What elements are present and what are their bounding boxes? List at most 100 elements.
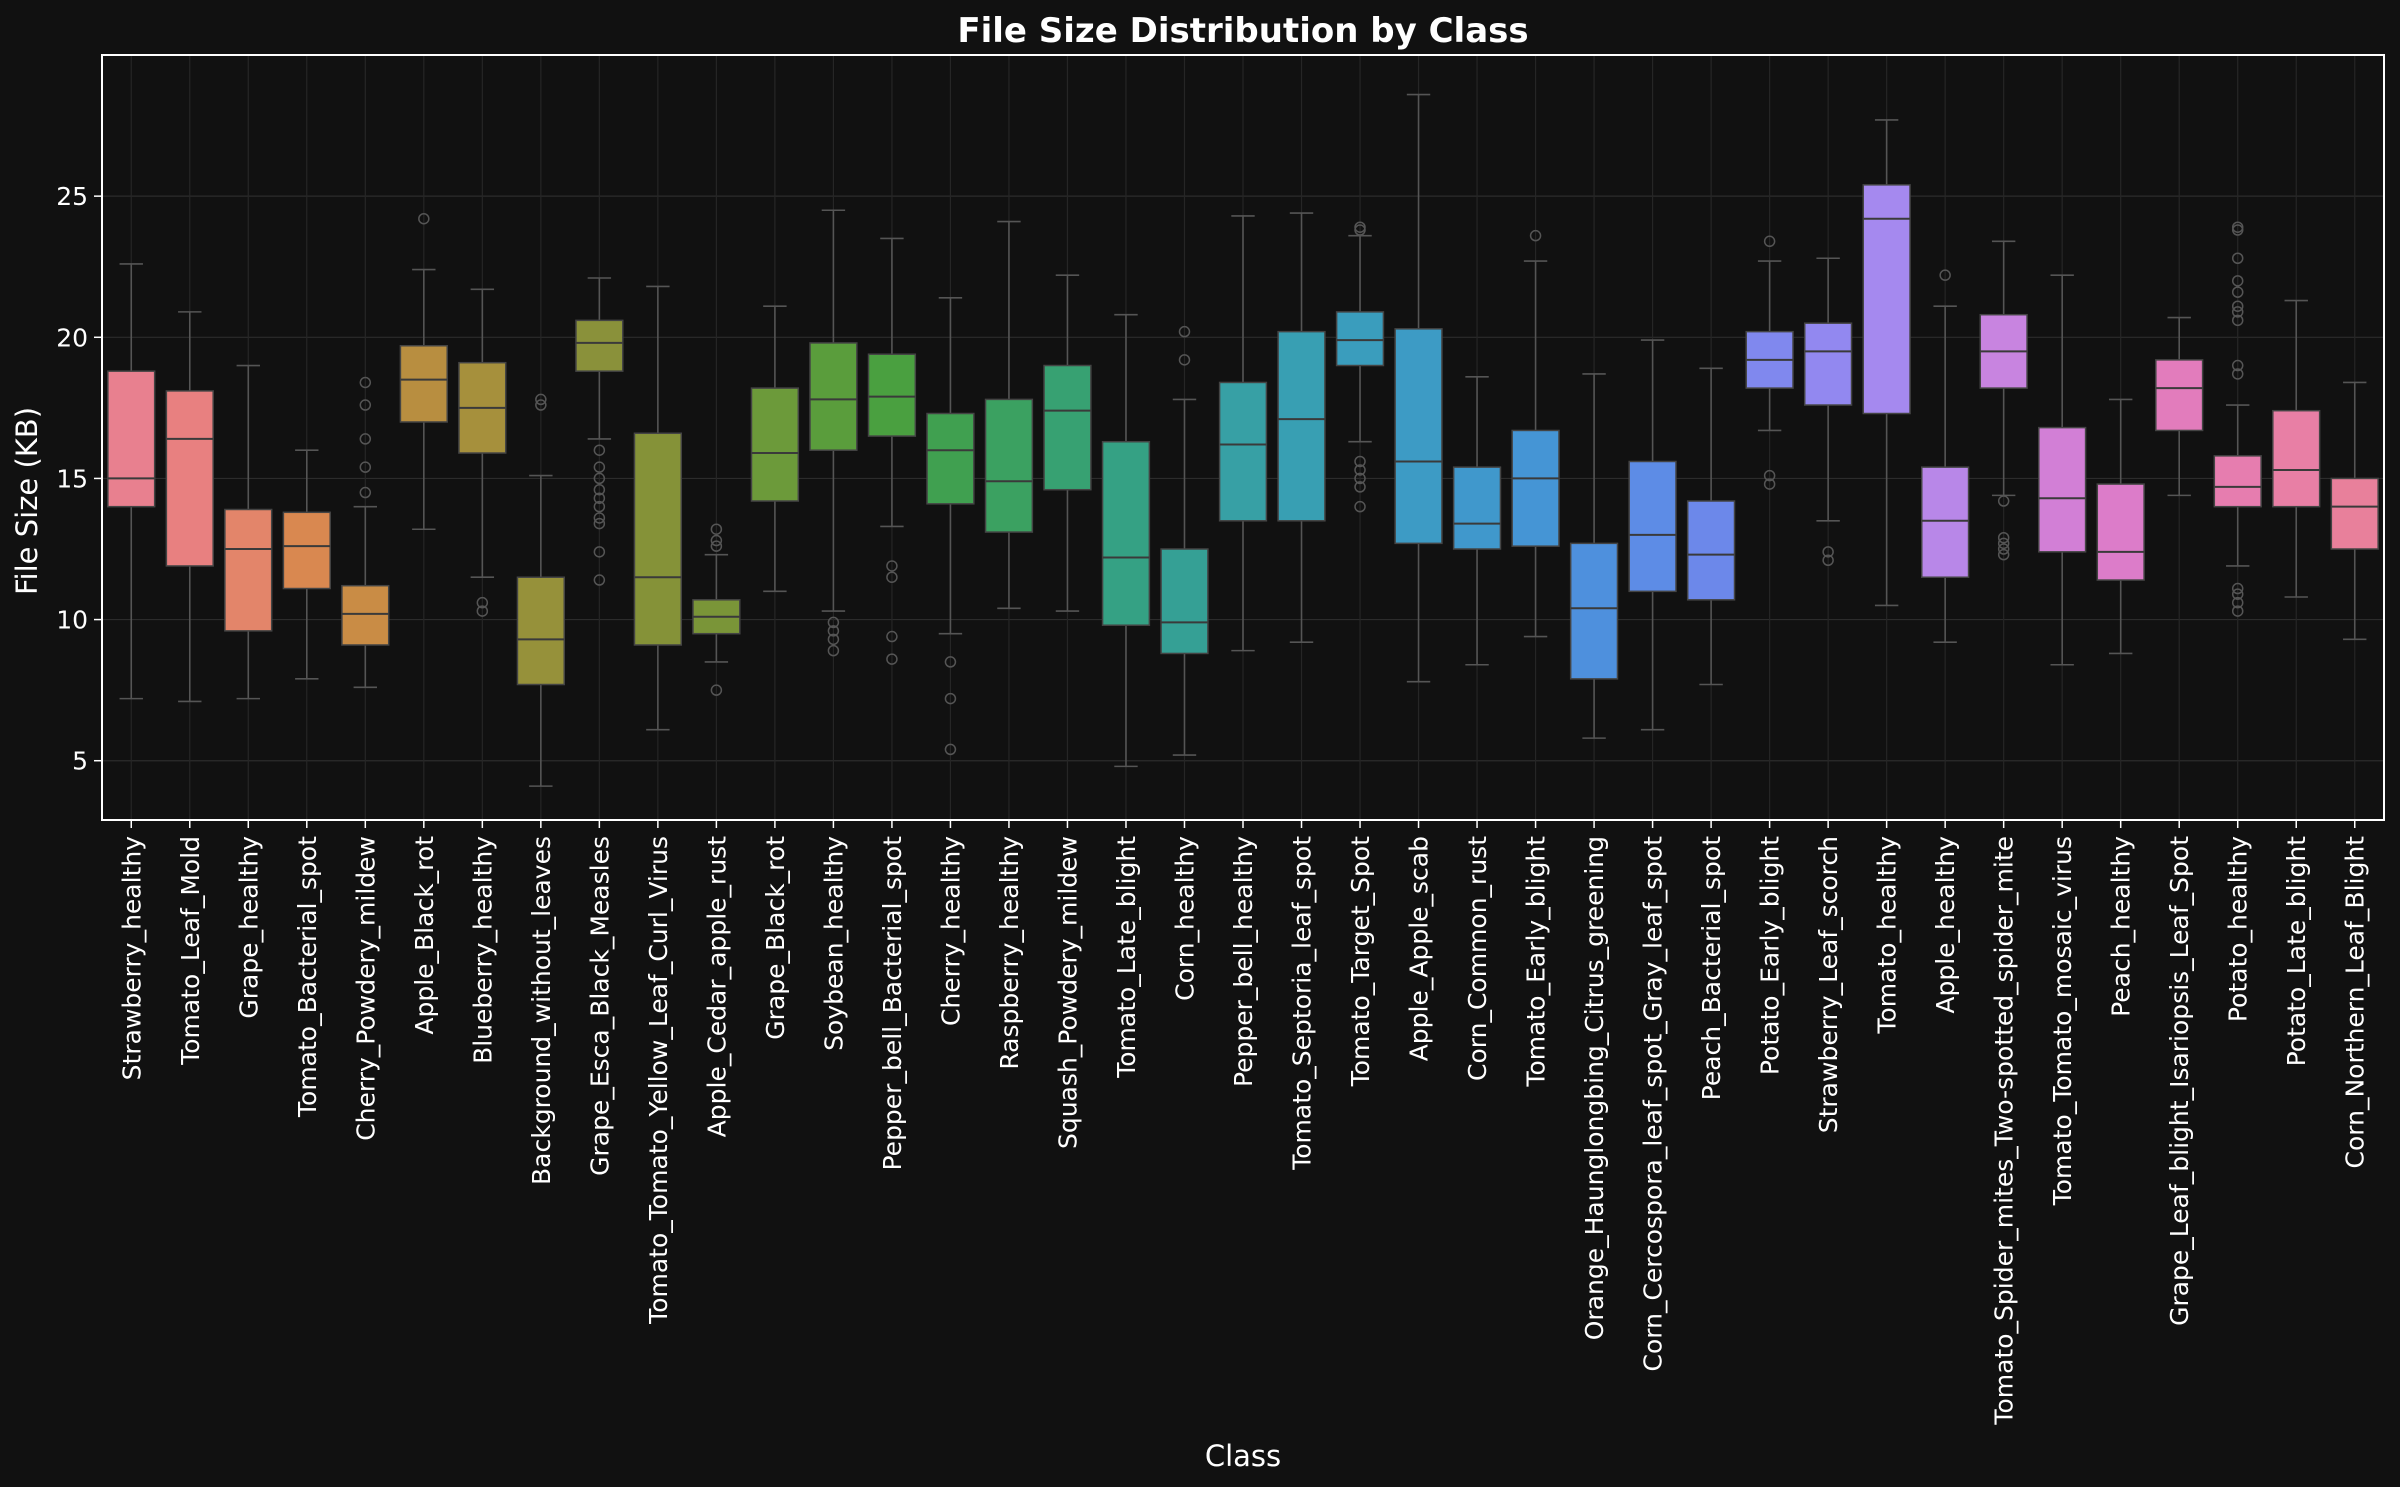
box-group-Tomato_Target_Spot	[1335, 221, 1385, 513]
box-group-Cherry_Powdery_mildew	[341, 376, 390, 689]
outlier-point	[418, 212, 430, 225]
chart-title: File Size Distribution by Class	[957, 11, 1528, 51]
box-body	[2213, 455, 2262, 508]
outlier-point	[476, 605, 489, 617]
outlier-point	[1354, 455, 1366, 468]
outlier-point	[593, 444, 606, 456]
box-body	[1686, 500, 1736, 601]
x-tick-label: Apple_Apple_scab	[1405, 836, 1434, 1061]
outlier-point	[593, 461, 606, 473]
box-body	[107, 370, 156, 508]
box-body	[1160, 548, 1209, 655]
x-tick-label: Squash_Powdery_mildew	[1053, 836, 1082, 1149]
outlier-point	[1529, 229, 1542, 242]
box-body	[1569, 542, 1619, 680]
outlier-point	[2231, 221, 2244, 233]
outlier-point	[359, 399, 372, 411]
outlier-point	[1354, 464, 1366, 476]
outlier-point	[1763, 478, 1776, 490]
x-tick-label: Potato_healthy	[2224, 836, 2253, 1022]
outlier-point	[827, 625, 840, 637]
x-tick-label: Tomato_Early_blight	[1522, 836, 1551, 1088]
box-group-Peach_healthy	[2096, 398, 2145, 655]
box-group-Tomato_Spider_mites_Two-spotted_spider_mite	[1979, 240, 2028, 561]
box-group-Tomato_Septoria_leaf_spot	[1277, 212, 1326, 643]
outlier-point	[1354, 221, 1366, 233]
y-tick-label: 25	[56, 182, 88, 211]
box-group-Tomato_Bacterial_spot	[282, 449, 331, 680]
box-body	[1218, 381, 1268, 522]
outlier-point	[827, 616, 840, 629]
outlier-point	[593, 512, 606, 524]
box-body	[1043, 364, 1092, 491]
box-body	[341, 584, 390, 646]
outlier-point	[886, 630, 898, 643]
outlier-point	[1354, 481, 1366, 493]
outlier-point	[2231, 359, 2244, 372]
box-group-Tomato_Early_blight	[1511, 229, 1560, 638]
x-tick-label: Apple_healthy	[1931, 836, 1960, 1014]
x-tick-label: Background_without_leaves	[527, 836, 556, 1185]
outlier-point	[535, 393, 547, 406]
x-tick-label: Corn_Northern_Leaf_Blight	[2341, 836, 2370, 1169]
box-group-Apple_Black_rot	[399, 212, 448, 531]
outlier-point	[1763, 469, 1776, 482]
x-tick-label: Tomato_Spider_mites_Two-spotted_spider_m…	[1990, 836, 2019, 1426]
outlier-point	[2231, 300, 2244, 312]
x-tick-label: Grape_Leaf_blight_Isariopsis_Leaf_Spot	[2165, 836, 2194, 1326]
box-group-Tomato_Leaf_Mold	[165, 311, 214, 703]
box-body	[1803, 322, 1853, 406]
outlier-point	[476, 596, 489, 609]
box-group-Strawberry_healthy	[107, 263, 156, 700]
outlier-point	[710, 684, 723, 696]
box-body	[2038, 426, 2087, 553]
outlier-point	[1997, 531, 2010, 544]
x-tick-label: Pepper_bell_Bacterial_spot	[878, 836, 907, 1171]
x-tick-label: Grape_Black_rot	[761, 836, 790, 1040]
x-tick-label: Peach_healthy	[2107, 836, 2136, 1017]
outlier-point	[359, 433, 372, 445]
box-group-Squash_Powdery_mildew	[1043, 274, 1092, 612]
box-group-Peach_Bacterial_spot	[1686, 367, 1736, 686]
box-body	[2096, 483, 2145, 581]
outlier-point	[2231, 582, 2244, 595]
x-tick-label: Raspberry_healthy	[995, 836, 1024, 1070]
x-tick-label: Cherry_Powdery_mildew	[351, 836, 380, 1141]
box-body	[1452, 466, 1502, 550]
box-body	[1335, 311, 1385, 367]
outlier-point	[827, 644, 840, 657]
x-tick-label: Orange_Haunglongbing_Citrus_greening	[1580, 836, 1609, 1340]
x-axis-label: Class	[1205, 1439, 1281, 1473]
y-axis-label: File Size (KB)	[10, 407, 44, 595]
outlier-point	[710, 534, 723, 547]
x-tick-label: Grape_healthy	[234, 836, 263, 1019]
box-group-Pepper_bell_Bacterial_spot	[867, 237, 917, 665]
y-axis-ticks: 5 10 15 20 25	[56, 182, 102, 776]
box-body	[1511, 429, 1560, 547]
box-body	[2155, 359, 2204, 432]
outlier-point	[1763, 235, 1776, 248]
box-group-Tomato_healthy	[1862, 119, 1911, 607]
box-body	[2272, 409, 2321, 508]
box-body	[867, 353, 917, 437]
box-group-Orange_Haunglongbing_Citrus_greening	[1569, 373, 1619, 739]
x-tick-label: Tomato_Septoria_leaf_spot	[1288, 836, 1317, 1171]
x-tick-label: Strawberry_healthy	[117, 836, 146, 1081]
outlier-point	[2231, 588, 2244, 600]
outlier-point	[1997, 537, 2010, 550]
box-group-Apple_Apple_scab	[1394, 93, 1443, 683]
y-tick-label: 10	[56, 606, 88, 635]
x-tick-label: Peach_Bacterial_spot	[1697, 836, 1726, 1101]
box-body	[1920, 466, 1970, 578]
outlier-point	[944, 743, 957, 756]
outlier-point	[2231, 286, 2244, 298]
outlier-point	[2231, 306, 2244, 318]
outlier-point	[593, 483, 606, 496]
outlier-point	[359, 461, 372, 473]
outlier-point	[886, 653, 898, 665]
box-group-Corn_healthy	[1160, 325, 1209, 756]
x-tick-label: Soybean_healthy	[819, 836, 848, 1051]
outlier-point	[1354, 472, 1366, 485]
box-group-Strawberry_Leaf_scorch	[1803, 257, 1853, 567]
